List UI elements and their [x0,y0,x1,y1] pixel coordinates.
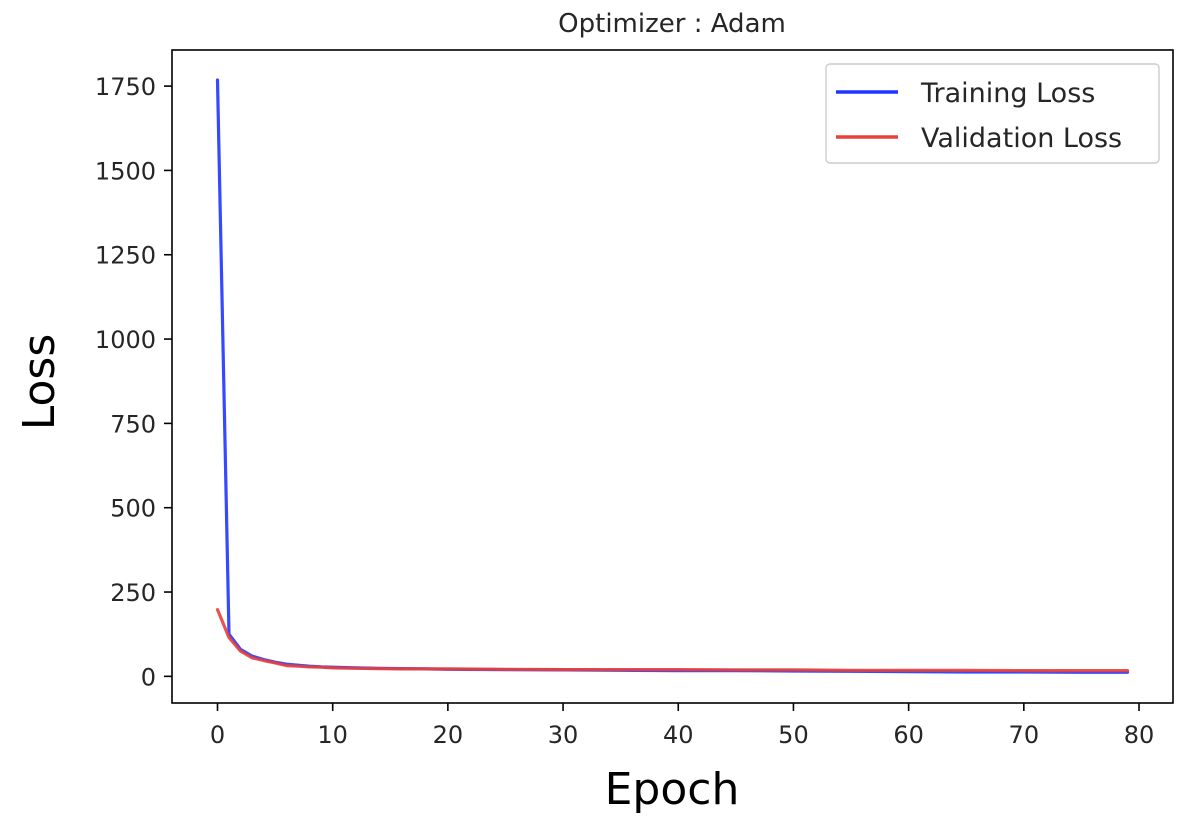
x-tick-label: 0 [210,721,225,749]
x-tick-label: 80 [1124,721,1155,749]
y-tick-label: 1500 [95,157,156,185]
legend-label-1: Validation Loss [921,123,1122,154]
y-axis-label: Loss [14,334,65,431]
chart-title: Optimizer : Adam [558,9,786,39]
y-tick-label: 1750 [95,73,156,101]
series-line-0 [215,78,1130,674]
x-tick-label: 10 [317,721,348,749]
y-tick-label: 1000 [95,326,156,354]
y-tick-label: 1250 [95,242,156,270]
axes-frame [171,49,1174,704]
legend-label-0: Training Loss [920,78,1095,109]
x-tick-label: 30 [548,721,579,749]
x-tick-label: 40 [663,721,694,749]
legend-box [825,63,1160,164]
x-tick-label: 60 [893,721,924,749]
plot-area: 0 10 20 30 40 50 60 70 80 0 250 500 750 1000 1250 1500 1… [95,49,1174,749]
series-line-1 [215,607,1130,673]
x-tick-label: 20 [433,721,464,749]
y-tick-label: 250 [110,579,156,607]
y-tick-label: 0 [141,663,156,691]
x-tick-label: 50 [778,721,809,749]
y-tick-label: 750 [110,410,156,438]
x-tick-label: 70 [1009,721,1040,749]
y-tick-label: 500 [110,495,156,523]
x-axis-label: Epoch [605,764,740,815]
legend: Training Loss Validation Loss [825,63,1160,164]
